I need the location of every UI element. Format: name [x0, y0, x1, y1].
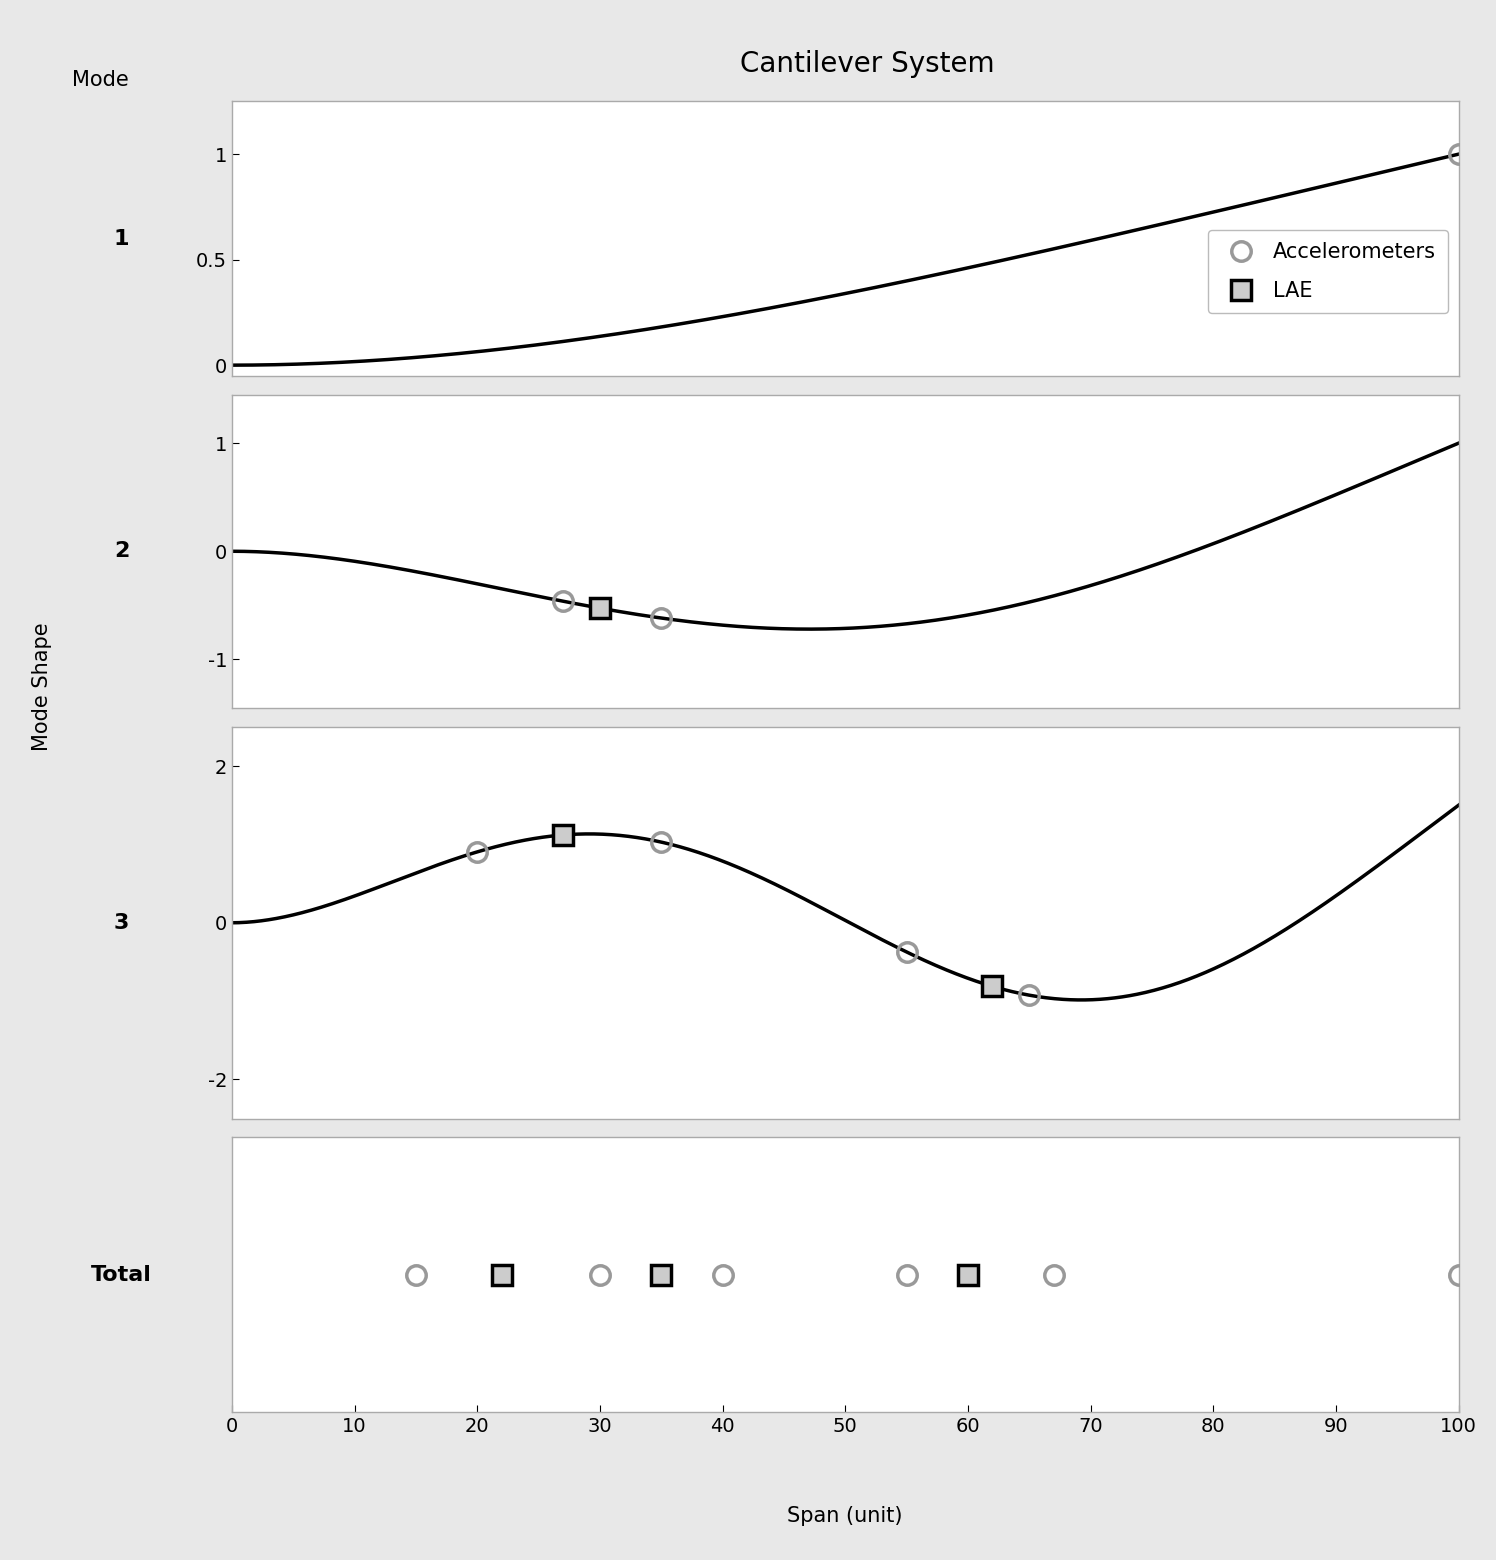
Text: Cantilever System: Cantilever System	[741, 50, 995, 78]
Text: Total: Total	[91, 1265, 153, 1284]
Legend: Accelerometers, LAE: Accelerometers, LAE	[1209, 229, 1448, 314]
Text: Mode Shape: Mode Shape	[31, 622, 52, 750]
Text: 3: 3	[114, 913, 129, 933]
Text: 2: 2	[114, 541, 129, 562]
Text: Mode: Mode	[72, 70, 129, 90]
Text: Span (unit): Span (unit)	[787, 1505, 904, 1526]
Text: 1: 1	[114, 229, 129, 248]
